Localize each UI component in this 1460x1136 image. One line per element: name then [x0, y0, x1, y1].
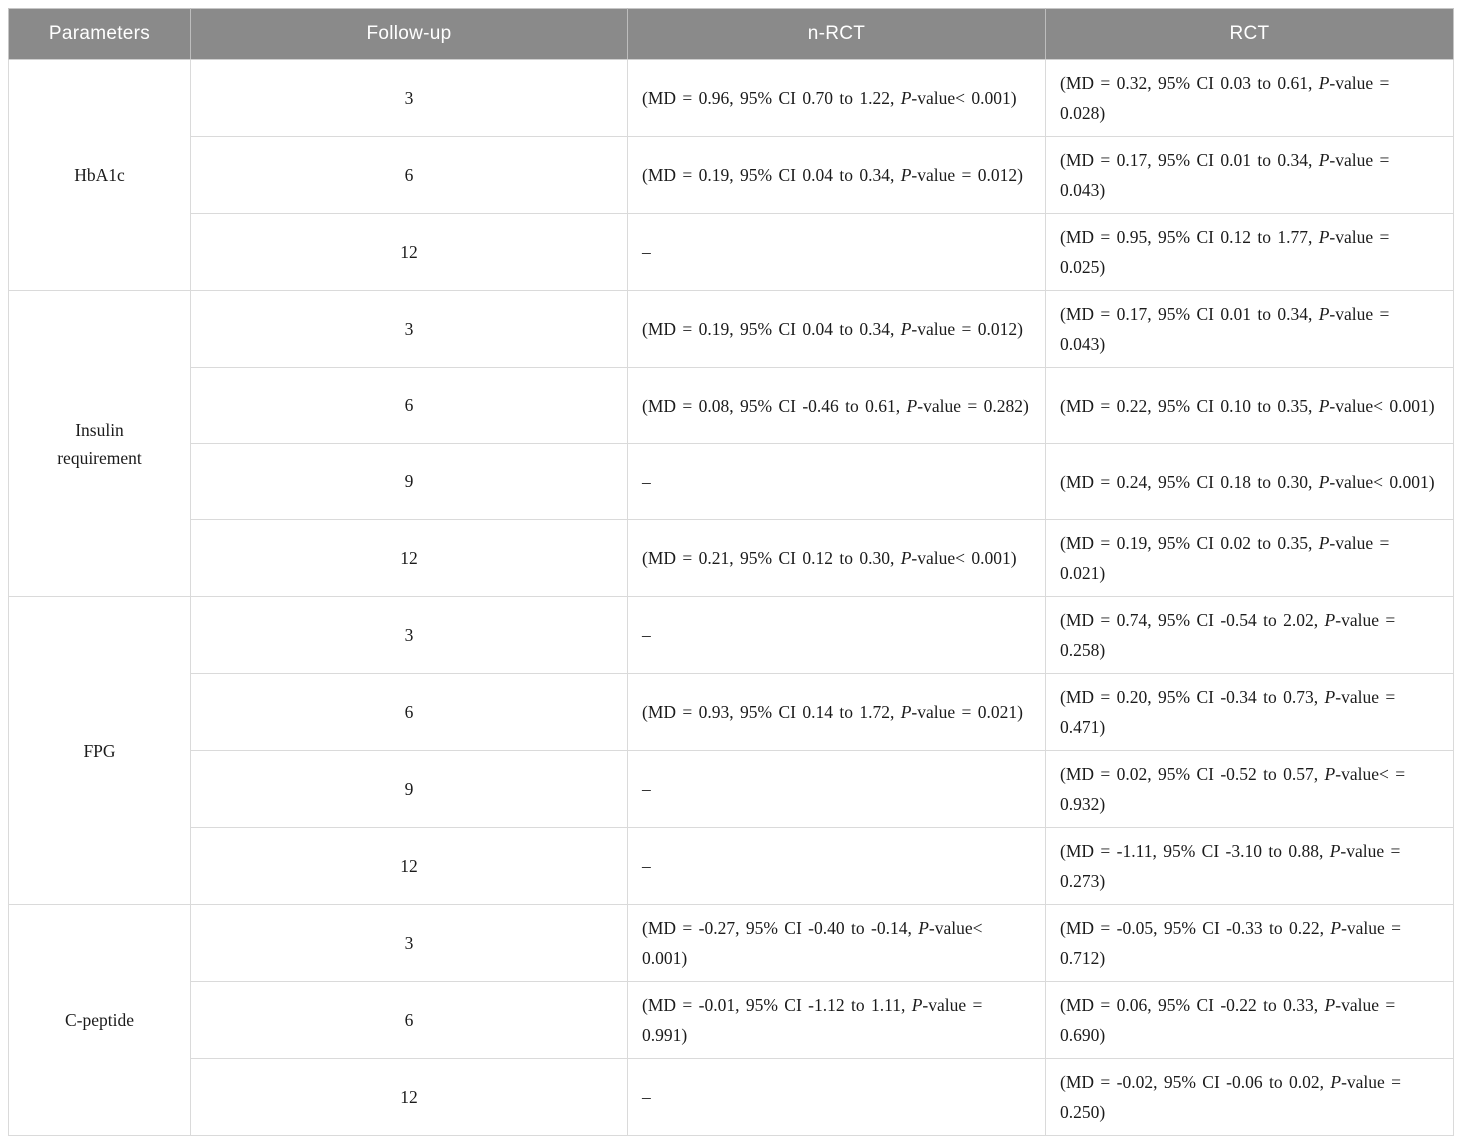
table-row: 12– (MD = 0.95, 95% CI 0.12 to 1.77, P-va… — [9, 213, 1454, 291]
followup-cell: 12 — [190, 213, 628, 291]
nrct-result-cell: (MD = 0.08, 95% CI -0.46 to 0.61, P-valu… — [627, 367, 1046, 444]
followup-cell: 3 — [190, 904, 628, 982]
followup-cell: 6 — [190, 136, 628, 214]
followup-cell: 3 — [190, 596, 628, 674]
rct-result-cell: (MD = 0.20, 95% CI -0.34 to 0.73, P-valu… — [1045, 673, 1454, 751]
parameter-cell: C-peptide — [8, 904, 191, 1136]
table-row: 12– (MD = -1.11, 95% CI -3.10 to 0.88, P-… — [9, 827, 1454, 905]
followup-cell: 6 — [190, 367, 628, 444]
table-row: 6 (MD = 0.08, 95% CI -0.46 to 0.61, P-val… — [9, 367, 1454, 444]
followup-cell: 12 — [190, 519, 628, 597]
rct-result-cell: (MD = 0.95, 95% CI 0.12 to 1.77, P-value… — [1045, 213, 1454, 291]
nrct-result-cell: (MD = 0.21, 95% CI 0.12 to 0.30, P-value… — [627, 519, 1046, 597]
nrct-result-cell: (MD = 0.96, 95% CI 0.70 to 1.22, P-value… — [627, 59, 1046, 137]
rct-result-cell: (MD = -0.05, 95% CI -0.33 to 0.22, P-val… — [1045, 904, 1454, 982]
table-body: HbA1c 3 (MD = 0.96, 95% CI 0.70 to 1.22, P… — [8, 59, 1454, 1136]
nrct-result-cell: – — [627, 443, 1046, 520]
nrct-result-cell: – — [627, 213, 1046, 291]
followup-cell: 9 — [190, 443, 628, 520]
rct-result-cell: (MD = 0.24, 95% CI 0.18 to 0.30, P-value… — [1045, 443, 1454, 520]
table-row: 9– (MD = 0.24, 95% CI 0.18 to 0.30, P-val… — [9, 443, 1454, 520]
table-row: HbA1c 3 (MD = 0.96, 95% CI 0.70 to 1.22, P… — [8, 59, 1454, 291]
nrct-result-cell: (MD = -0.27, 95% CI -0.40 to -0.14, P-va… — [627, 904, 1046, 982]
rct-result-cell: (MD = -0.02, 95% CI -0.06 to 0.02, P-val… — [1045, 1058, 1454, 1136]
followup-cell: 6 — [190, 673, 628, 751]
rct-result-cell: (MD = 0.02, 95% CI -0.52 to 0.57, P-valu… — [1045, 750, 1454, 828]
rct-result-cell: (MD = 0.32, 95% CI 0.03 to 0.61, P-value… — [1045, 59, 1454, 137]
table-row: 6 (MD = 0.19, 95% CI 0.04 to 0.34, P-valu… — [9, 136, 1454, 214]
rct-result-cell: (MD = 0.74, 95% CI -0.54 to 2.02, P-valu… — [1045, 596, 1454, 674]
table-row: 12– (MD = -0.02, 95% CI -0.06 to 0.02, P-… — [9, 1058, 1454, 1136]
rct-result-cell: (MD = 0.19, 95% CI 0.02 to 0.35, P-value… — [1045, 519, 1454, 597]
column-header-followup: Follow-up — [190, 8, 628, 60]
rct-result-cell: (MD = 0.06, 95% CI -0.22 to 0.33, P-valu… — [1045, 981, 1454, 1059]
table-row: FPG 3– (MD = 0.74, 95% CI -0.54 to 2.02, P… — [8, 596, 1454, 905]
nrct-result-cell: – — [627, 596, 1046, 674]
nrct-result-cell: – — [627, 750, 1046, 828]
parameter-cell: Insulin requirement — [8, 290, 191, 597]
table-row: 6 (MD = 0.93, 95% CI 0.14 to 1.72, P-valu… — [9, 673, 1454, 751]
nrct-result-cell: (MD = 0.19, 95% CI 0.04 to 0.34, P-value… — [627, 136, 1046, 214]
table-header: Parameters Follow-up n-RCT RCT — [8, 8, 1454, 60]
nrct-result-cell: (MD = 0.93, 95% CI 0.14 to 1.72, P-value… — [627, 673, 1046, 751]
rct-result-cell: (MD = 0.17, 95% CI 0.01 to 0.34, P-value… — [1045, 136, 1454, 214]
rct-result-cell: (MD = 0.17, 95% CI 0.01 to 0.34, P-value… — [1045, 290, 1454, 368]
table-row: 9– (MD = 0.02, 95% CI -0.52 to 0.57, P-va… — [9, 750, 1454, 828]
rct-result-cell: (MD = 0.22, 95% CI 0.10 to 0.35, P-value… — [1045, 367, 1454, 444]
table-row: 12 (MD = 0.21, 95% CI 0.12 to 0.30, P-val… — [9, 519, 1454, 597]
results-table: Parameters Follow-up n-RCT RCT HbA1c 3 (MD… — [8, 8, 1454, 1136]
nrct-result-cell: (MD = 0.19, 95% CI 0.04 to 0.34, P-value… — [627, 290, 1046, 368]
table-row: C-peptide 3 (MD = -0.27, 95% CI -0.40 to -… — [8, 904, 1454, 1136]
nrct-result-cell: (MD = -0.01, 95% CI -1.12 to 1.11, P-val… — [627, 981, 1046, 1059]
table-row: 6 (MD = -0.01, 95% CI -1.12 to 1.11, P-va… — [9, 981, 1454, 1059]
followup-cell: 9 — [190, 750, 628, 828]
nrct-result-cell: – — [627, 1058, 1046, 1136]
table-row: Insulin requirement 3 (MD = 0.19, 95% CI 0… — [8, 290, 1454, 597]
parameter-cell: FPG — [8, 596, 191, 905]
rct-result-cell: (MD = -1.11, 95% CI -3.10 to 0.88, P-val… — [1045, 827, 1454, 905]
column-header-parameters: Parameters — [8, 8, 191, 60]
parameter-cell: HbA1c — [8, 59, 191, 291]
followup-cell: 6 — [190, 981, 628, 1059]
followup-cell: 12 — [190, 1058, 628, 1136]
followup-cell: 3 — [190, 59, 628, 137]
followup-cell: 12 — [190, 827, 628, 905]
nrct-result-cell: – — [627, 827, 1046, 905]
results-table-container: Parameters Follow-up n-RCT RCT HbA1c 3 (MD… — [8, 8, 1454, 1136]
column-header-rct: RCT — [1045, 8, 1454, 60]
column-header-nrct: n-RCT — [627, 8, 1046, 60]
followup-cell: 3 — [190, 290, 628, 368]
header-row: Parameters Follow-up n-RCT RCT — [8, 8, 1454, 60]
